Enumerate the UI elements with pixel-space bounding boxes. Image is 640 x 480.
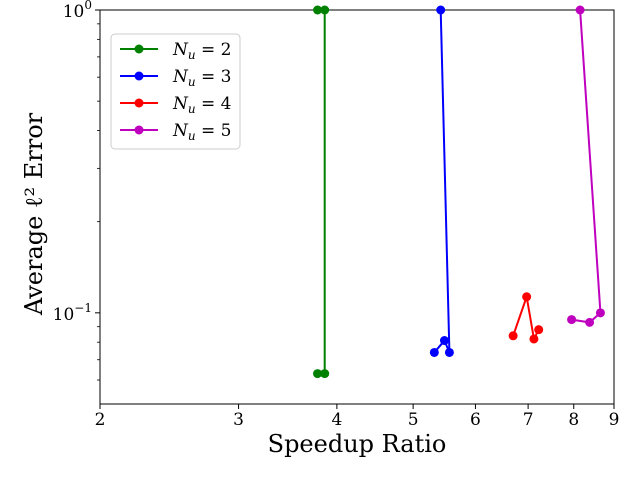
data-point bbox=[508, 331, 518, 341]
data-point bbox=[436, 5, 446, 15]
data-point bbox=[320, 369, 330, 379]
legend-marker bbox=[134, 125, 144, 135]
data-point bbox=[439, 336, 449, 346]
y-tick-label: 10−1 bbox=[53, 301, 92, 325]
data-point bbox=[313, 5, 323, 15]
x-tick-label: 7 bbox=[523, 410, 534, 430]
y-axis-label: Average ℓ² Error bbox=[20, 112, 48, 316]
series-layer bbox=[313, 5, 605, 379]
data-point bbox=[522, 292, 532, 302]
data-point bbox=[429, 347, 439, 357]
data-point bbox=[534, 325, 544, 335]
x-tick-label: 5 bbox=[408, 410, 419, 430]
series-line bbox=[512, 296, 540, 343]
x-tick-label: 6 bbox=[470, 410, 481, 430]
legend-label: Nu = 2 bbox=[172, 40, 231, 62]
series-3 bbox=[508, 292, 544, 344]
plot-area-frame bbox=[99, 9, 615, 405]
legend-label: Nu = 4 bbox=[172, 94, 231, 116]
series-4 bbox=[567, 5, 605, 327]
x-tick-label: 2 bbox=[95, 410, 106, 430]
x-tick-label: 8 bbox=[568, 410, 579, 430]
series-2 bbox=[429, 5, 454, 357]
legend-marker bbox=[134, 71, 144, 81]
data-point bbox=[529, 334, 539, 344]
series-line bbox=[571, 9, 602, 324]
x-tick-label: 9 bbox=[609, 410, 620, 430]
legend-marker bbox=[134, 44, 144, 54]
x-tick-label: 4 bbox=[331, 410, 342, 430]
x-axis-label: Speedup Ratio bbox=[268, 430, 447, 458]
legend-item: Nu = 2 bbox=[120, 40, 231, 62]
data-point bbox=[444, 347, 454, 357]
data-point bbox=[595, 308, 605, 318]
legend-item: Nu = 3 bbox=[120, 67, 231, 89]
series-1 bbox=[313, 5, 330, 379]
data-point bbox=[320, 5, 330, 15]
legend-item: Nu = 5 bbox=[120, 121, 231, 143]
data-point bbox=[313, 369, 323, 379]
legend: Nu = 2 Nu = 3 Nu = 4 Nu = 5 bbox=[110, 33, 241, 150]
legend-marker bbox=[134, 98, 144, 108]
legend-box bbox=[110, 33, 241, 150]
legend-item: Nu = 4 bbox=[120, 94, 231, 116]
legend-label: Nu = 3 bbox=[172, 67, 231, 89]
tick-layer: 2 3 4 5 6 7 8 9 10−1 100 bbox=[53, 0, 620, 430]
legend-label: Nu = 5 bbox=[172, 121, 231, 143]
y-tick-label: 100 bbox=[63, 0, 92, 22]
data-point bbox=[567, 315, 577, 325]
x-tick-label: 3 bbox=[233, 410, 244, 430]
series-line bbox=[433, 9, 451, 354]
data-point bbox=[575, 5, 585, 15]
data-point bbox=[585, 317, 595, 327]
